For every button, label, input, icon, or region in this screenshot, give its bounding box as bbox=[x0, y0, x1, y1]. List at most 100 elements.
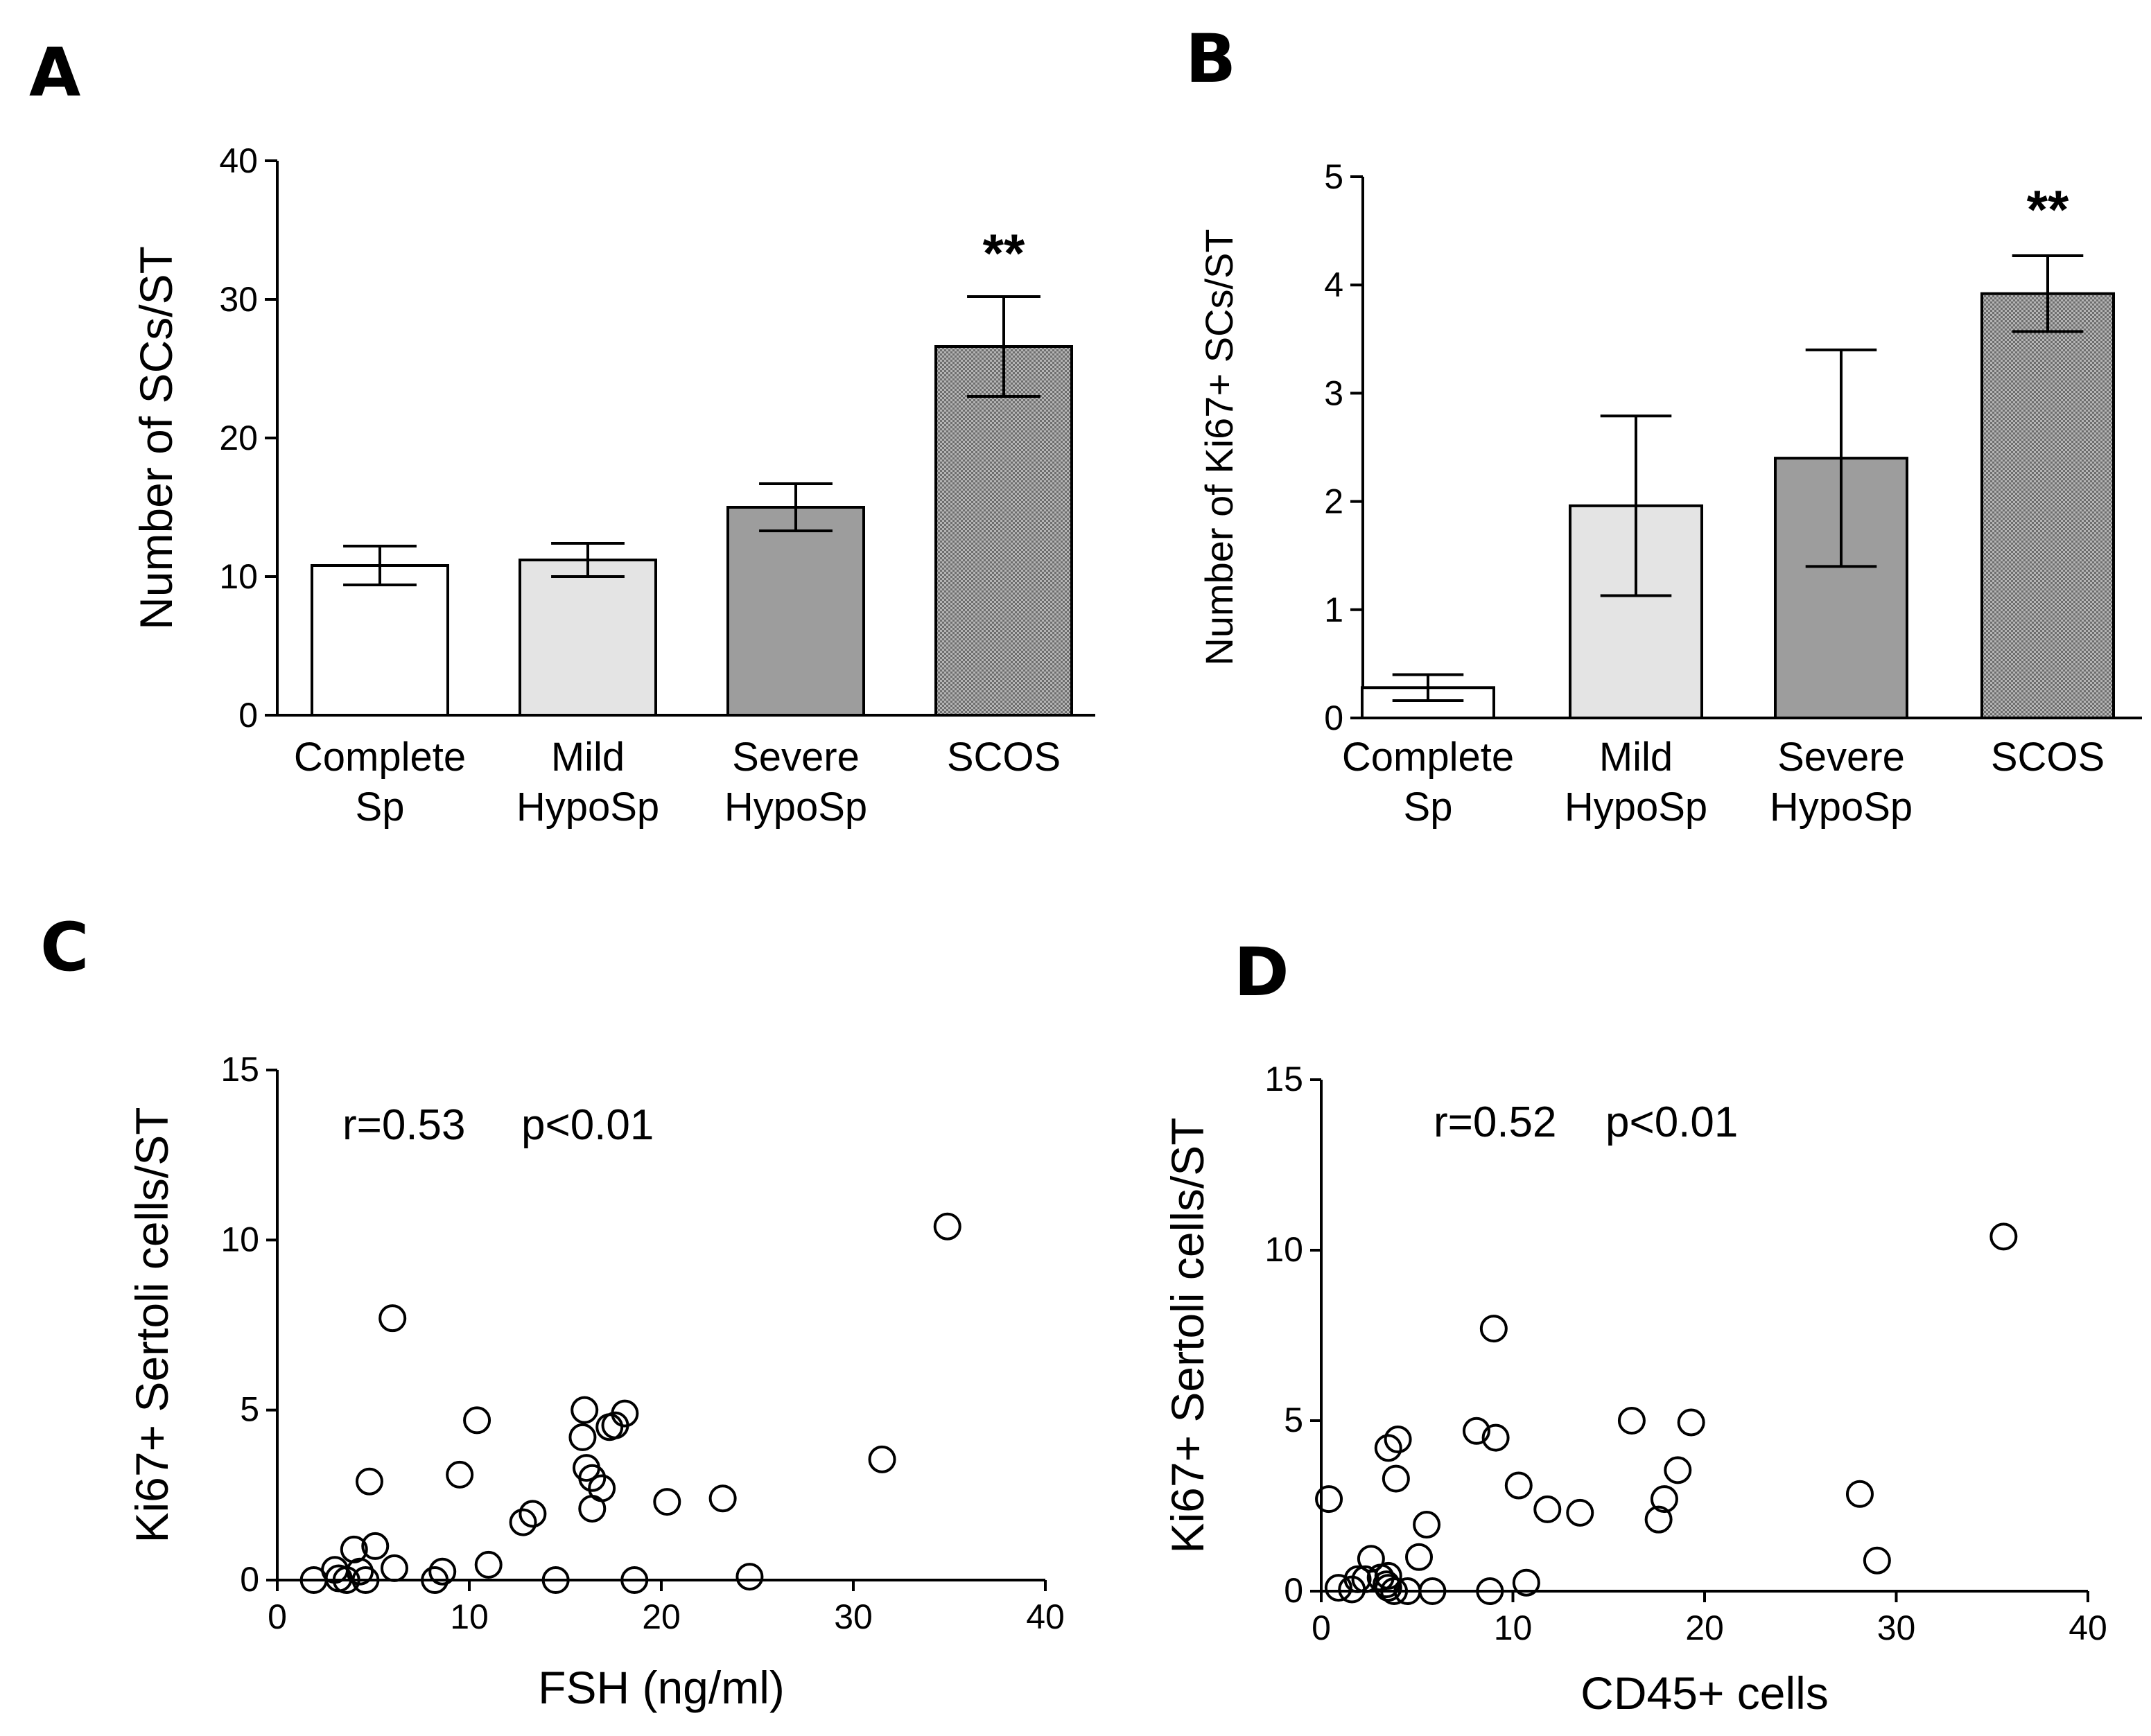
category-label: Mild bbox=[551, 735, 625, 780]
scatter-point bbox=[446, 1460, 474, 1489]
scatter-point bbox=[1617, 1407, 1646, 1435]
x-tick-label: 40 bbox=[1026, 1597, 1065, 1636]
y-tick-label: 40 bbox=[219, 141, 258, 180]
category-label: Sp bbox=[1404, 784, 1453, 830]
correlation-p: p<0.01 bbox=[521, 1101, 654, 1149]
scatter-point bbox=[1382, 1464, 1410, 1493]
scatter-point bbox=[346, 1557, 374, 1586]
scatter-point bbox=[611, 1399, 639, 1428]
scatter-point bbox=[355, 1467, 383, 1496]
correlation-r: r=0.52 bbox=[1434, 1098, 1557, 1146]
x-tick-label: 30 bbox=[1877, 1608, 1916, 1647]
y-axis-label: Ki67+ Sertoli cells/ST bbox=[126, 1107, 177, 1543]
x-axis-label: CD45+ cells bbox=[1580, 1667, 1829, 1719]
y-tick-label: 1 bbox=[1324, 590, 1343, 629]
scatter-point bbox=[620, 1566, 649, 1594]
scatter-point bbox=[332, 1566, 360, 1594]
scatter-point bbox=[588, 1474, 616, 1502]
y-axis-label: Number of Ki67+ SCs/ST bbox=[1197, 229, 1241, 665]
category-label: Severe bbox=[732, 735, 860, 780]
panel-label-c: C bbox=[40, 909, 89, 986]
y-tick-label: 15 bbox=[1264, 1060, 1303, 1098]
scatter-point bbox=[361, 1532, 390, 1560]
significance-mark: ** bbox=[2027, 179, 2069, 240]
category-label: Severe bbox=[1777, 735, 1905, 780]
scatter-point bbox=[571, 1396, 599, 1424]
y-tick-label: 0 bbox=[1284, 1571, 1303, 1610]
scatter-point bbox=[653, 1488, 681, 1516]
y-tick-label: 10 bbox=[220, 1220, 259, 1259]
bar bbox=[311, 564, 449, 717]
scatter-point bbox=[868, 1445, 896, 1473]
y-axis-label: Ki67+ Sertoli cells/ST bbox=[1162, 1117, 1213, 1553]
bar bbox=[519, 559, 657, 717]
scatter-point bbox=[463, 1406, 491, 1435]
scatter-point bbox=[541, 1566, 570, 1594]
y-tick-label: 0 bbox=[1324, 699, 1343, 737]
category-label: Complete bbox=[1342, 735, 1514, 780]
scatter-point bbox=[380, 1554, 408, 1582]
scatter-point bbox=[1374, 1574, 1402, 1602]
scatter-point bbox=[1374, 1434, 1402, 1462]
y-tick-label: 0 bbox=[240, 1560, 259, 1599]
panel-label-b: B bbox=[1185, 20, 1236, 98]
y-tick-label: 10 bbox=[1264, 1230, 1303, 1269]
bar bbox=[726, 506, 865, 717]
scatter-point bbox=[1989, 1222, 2018, 1251]
scatter-point bbox=[509, 1508, 537, 1536]
scatter-point bbox=[1650, 1485, 1678, 1514]
scatter-point bbox=[578, 1464, 607, 1492]
scatter-point bbox=[568, 1423, 597, 1451]
scatter-point bbox=[1664, 1456, 1692, 1484]
scatter-point bbox=[1405, 1543, 1434, 1571]
scatter-point bbox=[351, 1566, 380, 1594]
scatter-point bbox=[1533, 1495, 1562, 1523]
correlation-r: r=0.53 bbox=[342, 1101, 466, 1149]
scatter-point bbox=[1845, 1480, 1874, 1508]
category-label: HypoSp bbox=[1565, 784, 1707, 830]
x-tick-label: 10 bbox=[450, 1597, 489, 1636]
scatter-point bbox=[474, 1550, 503, 1579]
category-label: HypoSp bbox=[1770, 784, 1913, 830]
scatter-point bbox=[1324, 1574, 1352, 1602]
category-label: HypoSp bbox=[724, 784, 867, 830]
scatter-point bbox=[1413, 1511, 1441, 1539]
x-tick-label: 30 bbox=[834, 1597, 873, 1636]
category-label: Sp bbox=[356, 784, 405, 830]
x-axis-label: FSH (ng/ml) bbox=[538, 1662, 785, 1713]
scatter-point bbox=[1384, 1426, 1412, 1454]
scatter-point bbox=[428, 1557, 457, 1586]
significance-mark: ** bbox=[983, 222, 1025, 283]
x-tick-label: 10 bbox=[1494, 1608, 1533, 1647]
scatter-point bbox=[735, 1563, 764, 1591]
x-tick-label: 0 bbox=[1312, 1608, 1331, 1647]
scatter-point bbox=[1512, 1568, 1540, 1597]
scatter-point bbox=[1315, 1485, 1343, 1514]
category-label: Complete bbox=[294, 735, 466, 780]
y-tick-label: 0 bbox=[238, 696, 258, 735]
panel-d-scatter-plot: 0 5 10 15 0 10 20 30 40 Ki67+ Sertoli cells/ST CD4… bbox=[1162, 1060, 2107, 1719]
scatter-point bbox=[1566, 1498, 1594, 1527]
scatter-point bbox=[1476, 1577, 1504, 1605]
scatter-point bbox=[1863, 1546, 1891, 1575]
scatter-point bbox=[519, 1500, 547, 1528]
y-tick-label: 5 bbox=[1284, 1401, 1303, 1439]
scatter-point bbox=[421, 1566, 449, 1594]
bar bbox=[934, 345, 1073, 717]
category-label: Mild bbox=[1599, 735, 1673, 780]
scatter-point bbox=[708, 1484, 737, 1513]
scatter-point bbox=[1462, 1417, 1490, 1445]
scatter-point bbox=[1504, 1471, 1533, 1500]
y-tick-label: 30 bbox=[219, 280, 258, 319]
scatter-point bbox=[1343, 1565, 1372, 1593]
scatter-point bbox=[1374, 1561, 1402, 1590]
panel-c-scatter-plot: 0 5 10 15 0 10 20 30 40 Ki67+ Sertoli cells/ST FSH… bbox=[126, 1050, 1065, 1713]
scatter-point bbox=[1677, 1408, 1705, 1437]
y-tick-label: 20 bbox=[219, 419, 258, 457]
scatter-point bbox=[1479, 1315, 1508, 1343]
x-tick-label: 20 bbox=[642, 1597, 681, 1636]
x-tick-label: 0 bbox=[268, 1597, 287, 1636]
y-tick-label: 2 bbox=[1324, 482, 1343, 521]
scatter-point bbox=[1380, 1577, 1409, 1605]
